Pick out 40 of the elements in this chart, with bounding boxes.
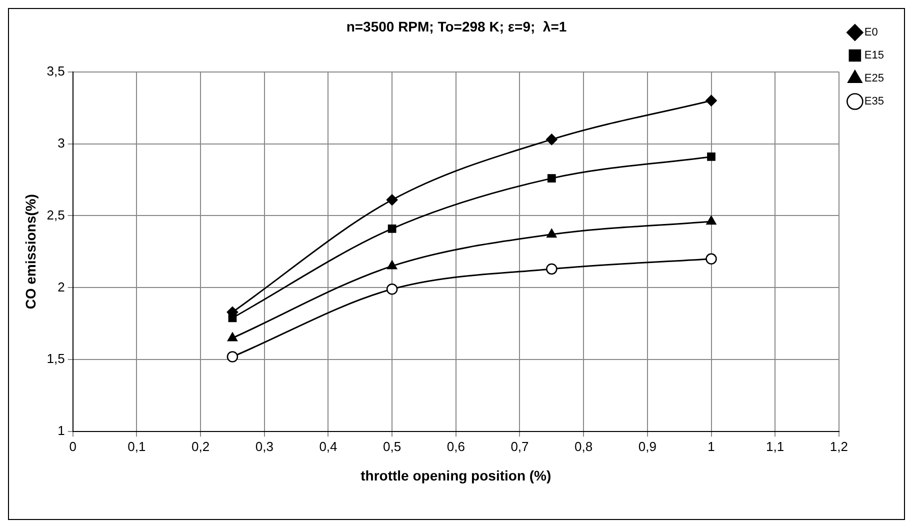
point <box>706 253 717 265</box>
y-tick-label: 3 <box>58 135 65 150</box>
point <box>546 228 557 238</box>
y-tick-label: 1 <box>58 423 65 438</box>
point <box>706 216 716 225</box>
point <box>386 283 398 295</box>
x-tick-label: 1,2 <box>830 438 848 454</box>
x-tick-label: 0,1 <box>128 438 146 454</box>
x-tick-label: 1 <box>708 438 715 454</box>
x-tick-label: 1,1 <box>766 438 784 454</box>
legend-label: E25 <box>864 72 884 85</box>
point <box>547 174 556 182</box>
y-tick-label: 3,5 <box>46 63 65 78</box>
legend-label: E35 <box>864 96 884 108</box>
point <box>707 152 716 161</box>
x-tick-label: 0,6 <box>446 438 465 454</box>
y-tick-label: 2,5 <box>46 207 65 222</box>
x-tick-label: 0,2 <box>192 438 210 454</box>
chart-title: n=3500 RPM; To=298 K; ε=9; λ=1 <box>346 18 567 34</box>
x-tick-label: 0,4 <box>319 438 338 454</box>
point <box>227 332 238 342</box>
x-tick-label: 0,9 <box>638 438 656 454</box>
y-tick-label: 1,5 <box>46 351 65 366</box>
x-tick-label: 0,8 <box>574 438 593 454</box>
point <box>546 134 558 146</box>
point <box>226 351 238 362</box>
x-axis-title: throttle opening position (%) <box>360 467 552 484</box>
x-tick-label: 0 <box>69 438 76 454</box>
legend-label: E0 <box>864 26 878 39</box>
point <box>706 94 717 106</box>
legend-label: E15 <box>864 50 884 62</box>
x-tick-label: 0,3 <box>255 438 274 454</box>
point <box>546 263 558 275</box>
point <box>386 194 398 206</box>
y-axis-title: CO emissions(%) <box>22 194 38 310</box>
x-tick-label: 0,5 <box>383 438 402 454</box>
y-tick-label: 2 <box>58 279 65 294</box>
point <box>388 224 396 233</box>
point <box>387 260 398 270</box>
x-tick-label: 0,7 <box>510 438 529 454</box>
